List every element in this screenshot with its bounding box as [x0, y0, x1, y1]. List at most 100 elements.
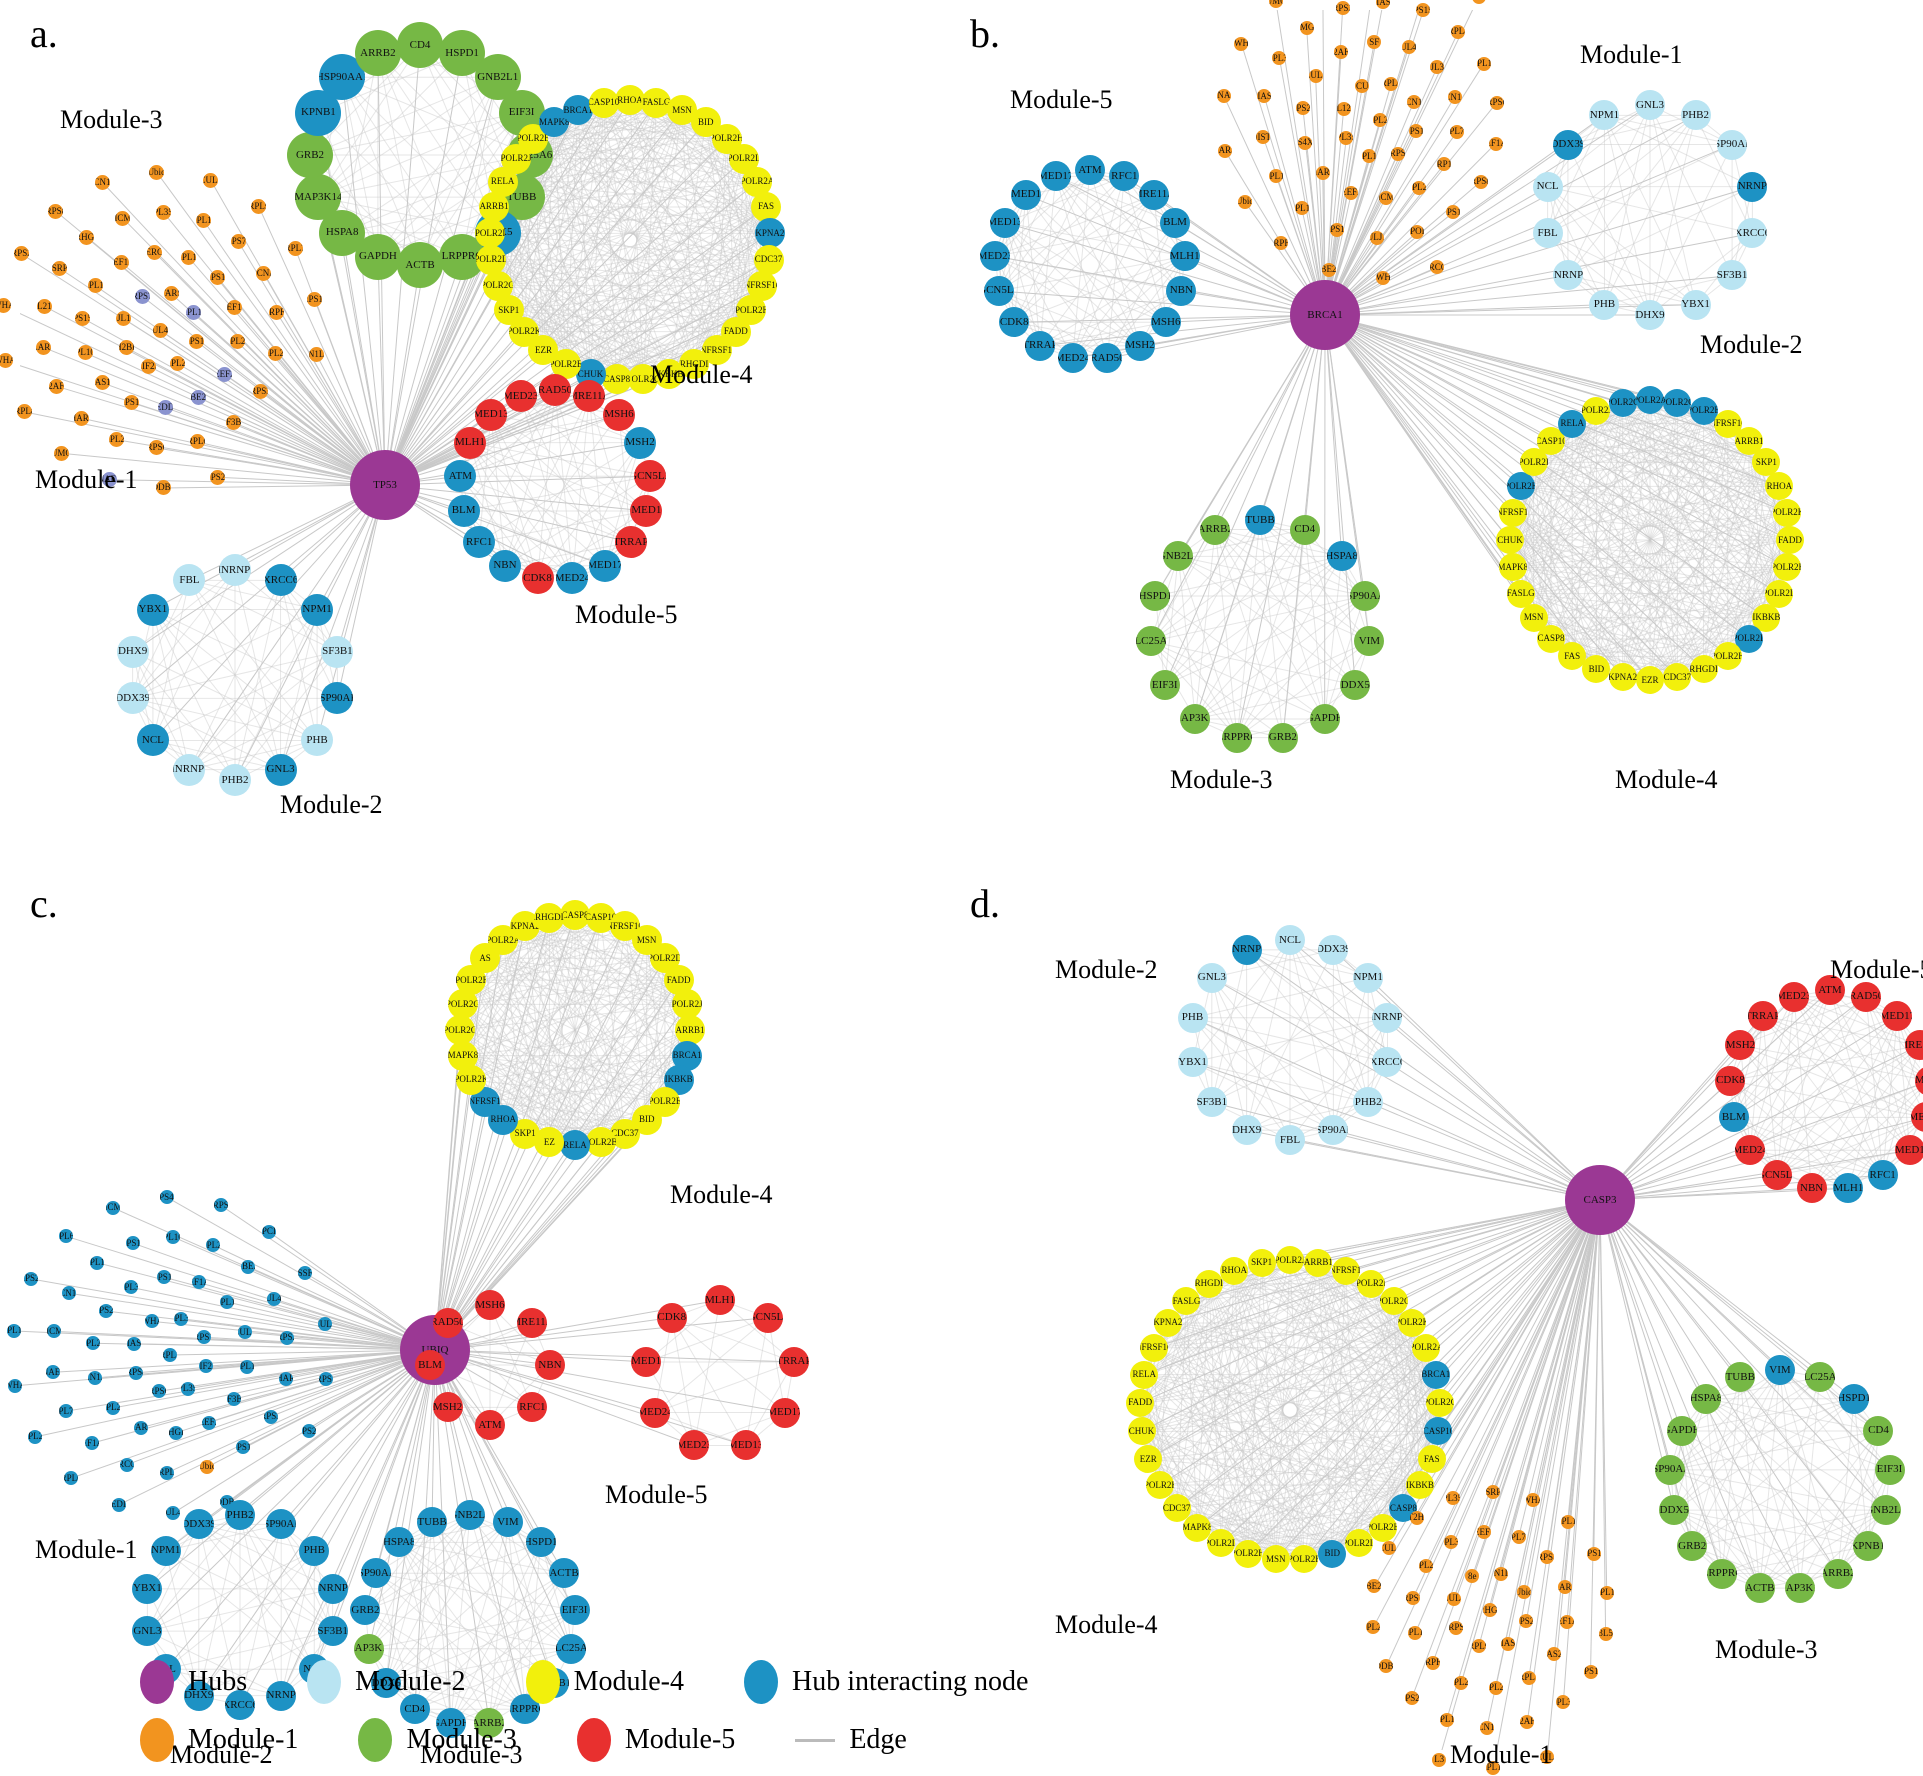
- d-mod4-kpna2[interactable]: KPNA2: [1154, 1309, 1182, 1337]
- c-mod1-pci[interactable]: PCI: [262, 1225, 276, 1239]
- d-mod1-pias1[interactable]: PIAS1: [1501, 1637, 1515, 1651]
- a-mod1-rpl21[interactable]: RPL21: [170, 356, 185, 371]
- c-mod1-rps7[interactable]: RPS7: [197, 1330, 211, 1344]
- b-mod5-blm[interactable]: BLM: [1160, 208, 1190, 238]
- d-mod5-rfc1[interactable]: RFC1: [1868, 1160, 1898, 1190]
- c-mod2-ddx39[interactable]: DDX39: [184, 1509, 214, 1539]
- b-mod1-jl3[interactable]: JL3: [1430, 60, 1444, 74]
- d-mod1-kars[interactable]: KARS: [1558, 1580, 1572, 1594]
- a-mod1-iedd8[interactable]: IEDD8: [158, 400, 173, 415]
- d-mod5-trrap[interactable]: TRRAP: [1748, 1001, 1778, 1031]
- a-mod1-ssrp1[interactable]: SSRP1: [52, 261, 67, 276]
- c-mod5b-med1[interactable]: MED1: [631, 1347, 661, 1377]
- d-mod4-msn[interactable]: MSN: [1262, 1545, 1290, 1573]
- c-mod5b-med23[interactable]: MED23: [679, 1430, 709, 1460]
- a-mod1-prpf3[interactable]: PRPF3: [269, 305, 284, 320]
- a-mod2-gnl3[interactable]: GNL3: [265, 754, 297, 786]
- a-mod1-rps11[interactable]: RPS11: [210, 270, 225, 285]
- c-mod1-rps20[interactable]: RPS20: [302, 1424, 316, 1438]
- d-mod3-cd4[interactable]: CD4: [1863, 1416, 1893, 1446]
- b-mod1-rp1[interactable]: RP1: [1437, 157, 1451, 171]
- d-mod1-as2[interactable]: AS2: [1547, 1647, 1561, 1661]
- a-mod4-casp8[interactable]: CASP8: [602, 364, 632, 394]
- d-mod3-ddx5[interactable]: DDX5: [1659, 1495, 1689, 1525]
- a-mod1-rps16[interactable]: RPS16: [124, 395, 139, 410]
- d-mod1-rpl30[interactable]: RPL30: [1444, 1535, 1458, 1549]
- a-mod3-arrb2[interactable]: ARRB2: [355, 30, 401, 76]
- b-mod5-gcn5l2[interactable]: GCN5L2: [984, 276, 1014, 306]
- b-mod4-arhgdia[interactable]: ARHGDIA: [1690, 655, 1718, 683]
- a-mod2-ddx39[interactable]: DDX39: [117, 682, 149, 714]
- d-mod4-rela[interactable]: RELA: [1130, 1361, 1158, 1389]
- d-mod2-phb2[interactable]: PHB2: [1353, 1087, 1383, 1117]
- b-mod1-mcm5[interactable]: MCM5: [1379, 191, 1393, 205]
- d-mod1-cul4[interactable]: CUL4: [1447, 1592, 1461, 1606]
- a-mod2-hnrnpl[interactable]: HNRNPL: [219, 554, 251, 586]
- d-mod4-bid[interactable]: BID: [1318, 1540, 1346, 1568]
- b-mod1-ercc4[interactable]: ERCC4: [1430, 260, 1444, 274]
- d-mod3-tubb[interactable]: TUBB: [1725, 1362, 1755, 1392]
- b-mod5-mlh1[interactable]: MLH1: [1170, 241, 1200, 271]
- a-mod1-scn1a[interactable]: SCN1A: [95, 175, 110, 190]
- c-mod1-rpl30[interactable]: RPL30: [124, 1280, 138, 1294]
- b-mod1-rpl7a[interactable]: RPL7A: [1450, 125, 1464, 139]
- d-mod5-med23[interactable]: MED23: [1779, 982, 1809, 1012]
- d-mod4-chuk[interactable]: CHUK: [1128, 1417, 1156, 1445]
- d-mod4-fadd[interactable]: FADD: [1126, 1389, 1154, 1417]
- c-mod1-cul4b[interactable]: CUL4B: [166, 1506, 180, 1520]
- c-mod1-rpl31[interactable]: RPL31: [174, 1312, 188, 1326]
- d-mod2-sf3b1[interactable]: SF3B1: [1197, 1087, 1227, 1117]
- c-mod1-nae1[interactable]: NAE1: [46, 1365, 60, 1379]
- b-mod2-phb2[interactable]: PHB2: [1681, 100, 1711, 130]
- a-mod1-eef1a[interactable]: EEF1A: [227, 300, 242, 315]
- a-mod1-erc[interactable]: ERC: [147, 245, 162, 260]
- c-mod2-hsp90ab1[interactable]: HSP90AB1: [266, 1509, 296, 1539]
- d-mod4-polr2l[interactable]: POLR2L: [1345, 1529, 1373, 1557]
- c-mod5a-atm[interactable]: ATM: [475, 1410, 505, 1440]
- b-mod1-pias2[interactable]: PIAS2: [1376, 0, 1390, 9]
- d-mod1-rpl13[interactable]: RPL13: [1561, 1515, 1575, 1529]
- b-mod1-rps11[interactable]: RPS11: [1330, 223, 1344, 237]
- c-mod1-mcm5[interactable]: MCM5: [106, 1201, 120, 1215]
- c-mod1-ubiq[interactable]: Ubiq: [200, 1460, 214, 1474]
- a-mod1-ywhaq[interactable]: YWHAQ: [0, 353, 13, 368]
- b-mod1-cul4a[interactable]: CUL4A: [1402, 40, 1416, 54]
- a-mod2-npm1[interactable]: NPM1: [301, 594, 333, 626]
- a-mod2-hsp90ab1[interactable]: HSP90AB1: [321, 682, 353, 714]
- b-mod3-arrb2[interactable]: ARRB2: [1200, 515, 1230, 545]
- a-mod1-cul4b[interactable]: CUL4B: [153, 323, 168, 338]
- d-mod5-msh2[interactable]: MSH2: [1725, 1030, 1755, 1060]
- c-mod3-hspd1[interactable]: HSPD1: [526, 1527, 556, 1557]
- a-mod1-hars[interactable]: HARS: [74, 411, 89, 426]
- b-mod2-ddx39[interactable]: DDX39: [1553, 130, 1583, 160]
- d-mod2-xrcc6[interactable]: XRCC6: [1372, 1047, 1402, 1077]
- a-mod1-ubiq[interactable]: Ubiq: [149, 165, 164, 180]
- b-mod1-rps8[interactable]: RPS8: [1474, 175, 1488, 189]
- b-mod1-rpl21[interactable]: RPL21: [1412, 181, 1426, 195]
- a-mod2-ncl[interactable]: NCL: [137, 724, 169, 756]
- c-mod1-rps28[interactable]: RPS28: [24, 1272, 38, 1286]
- a-mod1-eef2[interactable]: EEF2: [217, 367, 232, 382]
- a-mod4-polr2g[interactable]: POLR2G: [483, 271, 513, 301]
- b-mod4-polr2e[interactable]: POLR2E: [1507, 472, 1535, 500]
- c-mod2-hnrnpl[interactable]: HNRNPL: [318, 1574, 348, 1604]
- c-mod1-rps4x[interactable]: RPS4X: [160, 1190, 174, 1204]
- a-mod1-rps13[interactable]: RPS13: [189, 334, 204, 349]
- c-mod3-gnb2l1[interactable]: GNB2L1: [455, 1500, 485, 1530]
- b-mod5-med17[interactable]: MED17: [1041, 161, 1071, 191]
- c-mod3-hsp90aa1[interactable]: HSP90AA1: [361, 1558, 391, 1588]
- c-mod2-npm1[interactable]: NPM1: [151, 1536, 181, 1566]
- tp53-hub[interactable]: TP53: [350, 450, 420, 520]
- c-mod1-ywhah[interactable]: YWHAH: [8, 1379, 22, 1393]
- a-mod1-sf3b3[interactable]: SF3B3: [226, 415, 241, 430]
- b-mod4-msn[interactable]: MSN: [1520, 604, 1548, 632]
- b-mod1-eef2[interactable]: EEF2: [1344, 186, 1358, 200]
- a-mod1-h2be[interactable]: H2BE: [119, 340, 134, 355]
- d-mod4-ezr[interactable]: EZR: [1134, 1445, 1162, 1473]
- d-mod2-npm1[interactable]: NPM1: [1353, 963, 1383, 993]
- a-mod2-phb[interactable]: PHB: [301, 724, 333, 756]
- d-mod1-cul2[interactable]: CUL2: [1382, 1541, 1396, 1555]
- c-mod1-cul4a[interactable]: CUL4A: [267, 1292, 281, 1306]
- d-mod1-3srp1[interactable]: 3SRP1: [1486, 1485, 1500, 1499]
- c-mod5b-cdk8[interactable]: CDK8: [657, 1303, 687, 1333]
